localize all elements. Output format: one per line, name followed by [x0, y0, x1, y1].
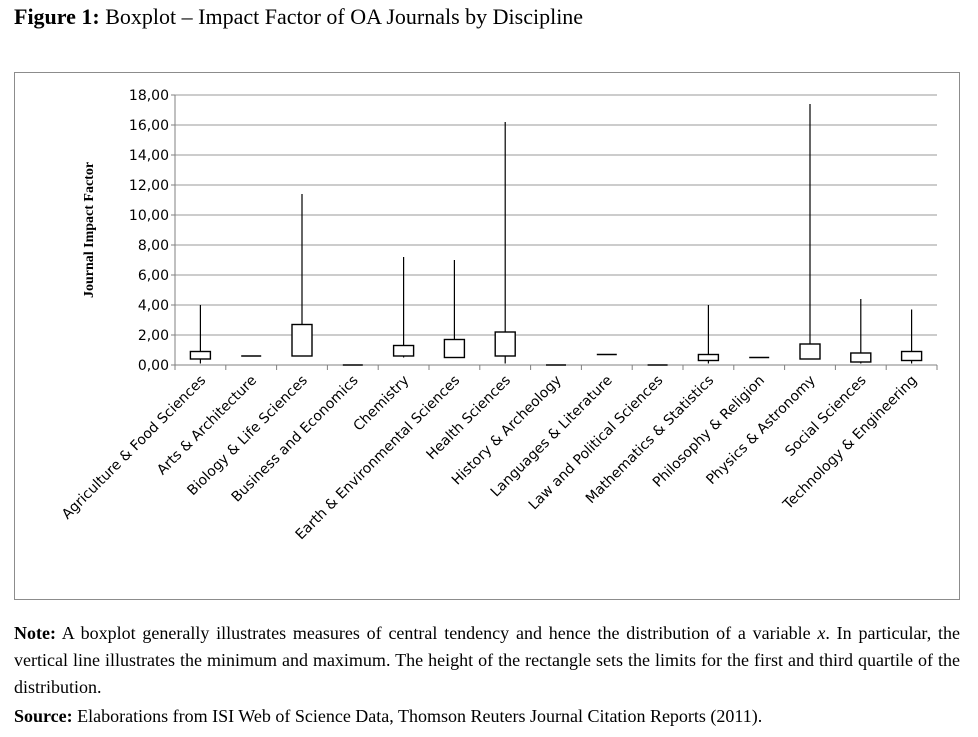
source-label: Source: [14, 706, 73, 726]
note-text-start: A boxplot generally illustrates measures… [61, 623, 811, 643]
box [900, 350, 923, 362]
y-tick-label: 12,00 [129, 178, 169, 194]
box [697, 353, 720, 362]
source-line: Source: Elaborations from ISI Web of Sci… [14, 704, 762, 728]
y-tick-label: 18,00 [129, 88, 169, 104]
y-tick-label: 8,00 [138, 238, 169, 254]
box [392, 344, 415, 357]
y-tick-label: 2,00 [138, 328, 169, 344]
box [494, 331, 516, 357]
note-block: Note: A boxplot generally illustrates me… [14, 620, 960, 701]
box [443, 338, 466, 359]
figure-title-text: Boxplot – Impact Factor of OA Journals b… [105, 4, 584, 29]
y-axis-title: Journal Impact Factor [82, 162, 97, 298]
y-tick-label: 4,00 [138, 298, 169, 314]
note-variable: x [817, 623, 826, 643]
chart-frame [14, 72, 960, 600]
y-tick-label: 10,00 [129, 208, 169, 224]
note-label: Note: [14, 623, 56, 643]
y-tick-label: 0,00 [138, 358, 169, 374]
box [189, 350, 212, 360]
box [799, 343, 821, 360]
x-category-label: Arts & Architecture [154, 373, 260, 479]
note-text-end: . In particular, the vertical line illus… [14, 623, 960, 697]
source-text: Elaborations from ISI Web of Science Dat… [77, 706, 763, 726]
box [291, 323, 313, 357]
boxplot-chart: 0,00 2,00 4,00 6,00 8,00 10,00 12,00 14,00 16,00… [59, 88, 938, 543]
box [850, 352, 872, 363]
y-tick-label: 6,00 [138, 268, 169, 284]
y-tick-label: 14,00 [129, 148, 169, 164]
figure-title: Figure 1: Boxplot – Impact Factor of OA … [14, 4, 583, 30]
figure-title-label: Figure 1: [14, 4, 100, 29]
y-tick-label: 16,00 [129, 118, 169, 134]
